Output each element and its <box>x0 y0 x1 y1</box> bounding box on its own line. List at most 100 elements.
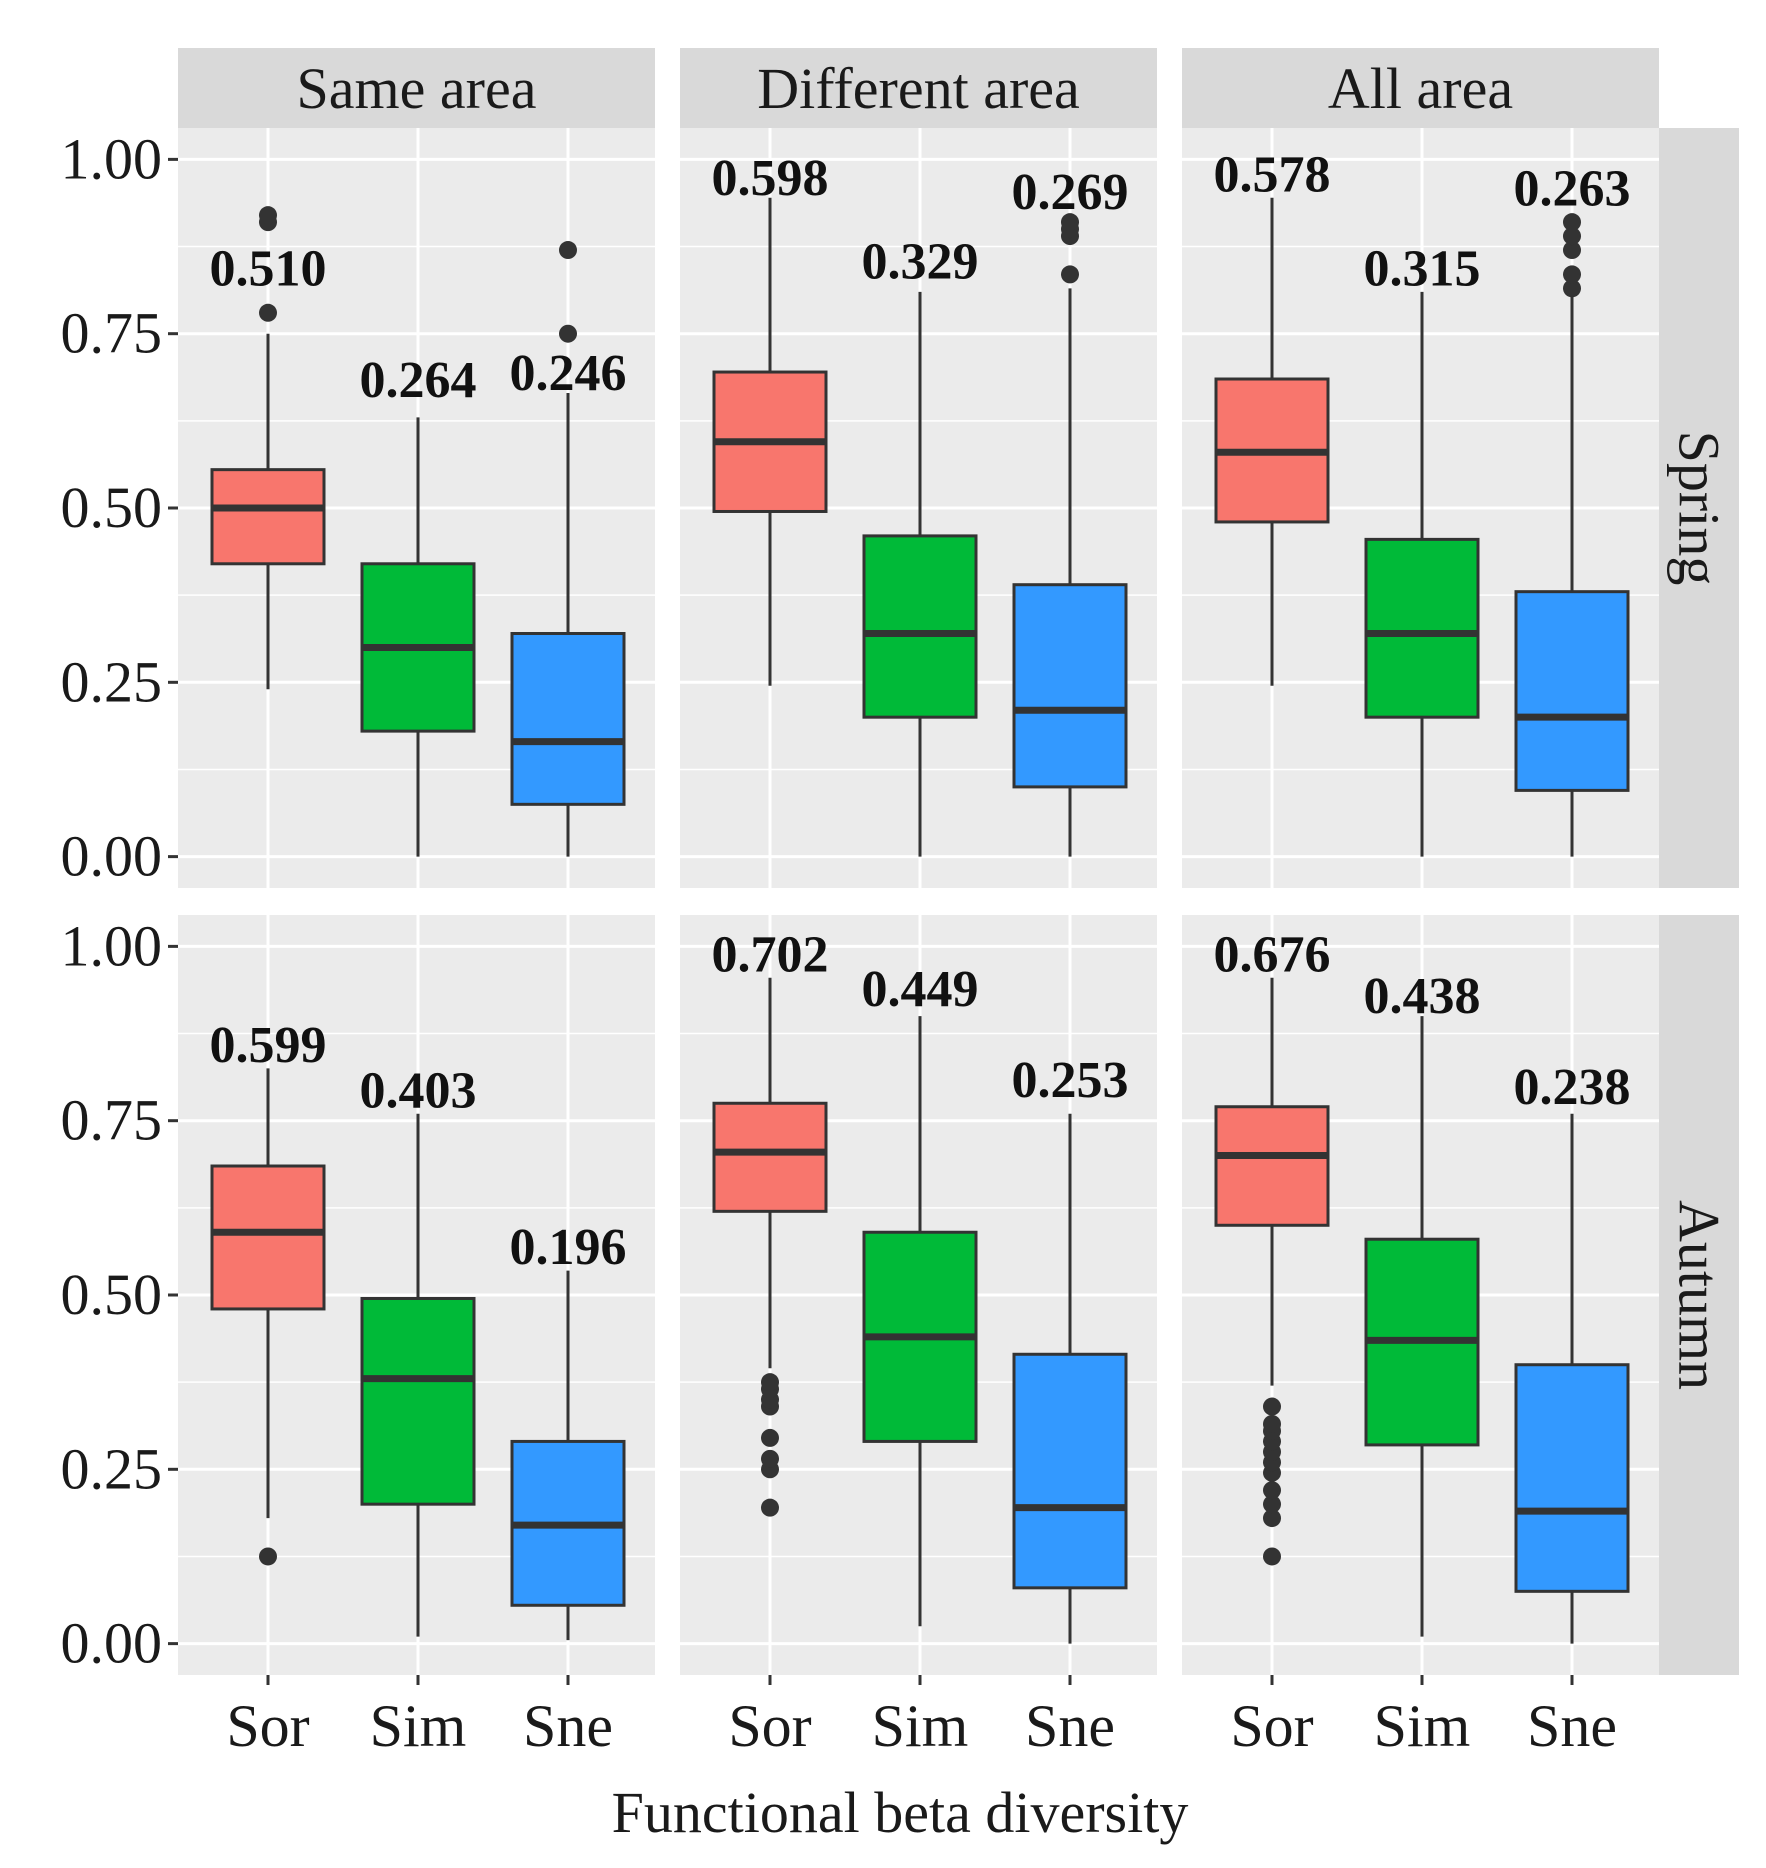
row-strip-label: Autumn <box>1667 1200 1732 1390</box>
box-sne: 0.246 <box>510 241 627 857</box>
box-annotation: 0.246 <box>510 345 627 402</box>
outlier-point <box>1563 213 1581 232</box>
x-tick-label: Sne <box>523 1693 613 1759</box>
outlier-point <box>761 1373 779 1392</box>
outlier-point <box>1263 1397 1281 1416</box>
outlier-point <box>1263 1509 1281 1528</box>
box-annotation: 0.403 <box>360 1062 477 1119</box>
outlier-point <box>1563 279 1581 298</box>
box-body <box>1514 1363 1630 1593</box>
box-sim: 0.315 <box>1364 240 1481 857</box>
box-body <box>360 1296 476 1506</box>
column-strip-label: Same area <box>297 56 537 121</box>
row-strip-label: Spring <box>1667 431 1732 586</box>
outlier-point <box>761 1428 779 1447</box>
box-body <box>1012 583 1128 789</box>
x-tick-label: Sne <box>1025 1693 1115 1759</box>
box-sim: 0.403 <box>360 1062 477 1637</box>
y-tick-label: 0.25 <box>61 1436 163 1501</box>
x-tick-label: Sor <box>1230 1693 1313 1759</box>
outlier-point <box>1263 1414 1281 1433</box>
box-sne: 0.263 <box>1514 160 1631 857</box>
box-sor: 0.702 <box>712 926 829 1517</box>
y-tick-label: 0.00 <box>61 824 163 889</box>
box-annotation: 0.263 <box>1514 160 1631 217</box>
x-tick-label: Sor <box>226 1693 309 1759</box>
y-tick-label: 1.00 <box>61 913 163 978</box>
box-body <box>862 534 978 719</box>
y-tick-label: 0.75 <box>61 1088 163 1153</box>
box-sne: 0.269 <box>1012 164 1129 857</box>
y-tick-label: 0.75 <box>61 301 163 366</box>
box-body <box>712 1101 828 1213</box>
outlier-point <box>259 1547 277 1566</box>
column-strip <box>178 48 655 128</box>
box-sor: 0.510 <box>210 206 327 690</box>
y-tick-label: 0.50 <box>61 1262 163 1327</box>
y-tick-label: 0.50 <box>61 475 163 540</box>
facet-strips: Same area Different area All area Spring Aut… <box>178 48 1739 1675</box>
box-annotation: 0.253 <box>1012 1052 1129 1109</box>
outlier-point <box>1263 1495 1281 1514</box>
outlier-point <box>761 1449 779 1468</box>
outlier-point <box>1061 265 1079 284</box>
box-annotation: 0.449 <box>862 961 979 1018</box>
outlier-point <box>1563 265 1581 284</box>
box-annotation: 0.438 <box>1364 968 1481 1025</box>
box-annotation: 0.599 <box>210 1017 327 1074</box>
outlier-point <box>559 241 577 260</box>
box-annotation: 0.315 <box>1364 240 1481 297</box>
box-sor: 0.676 <box>1214 926 1331 1566</box>
box-sim: 0.329 <box>862 233 979 857</box>
box-sor: 0.598 <box>712 150 829 686</box>
box-body <box>1364 537 1480 719</box>
column-strip-label: Different area <box>757 56 1080 121</box>
column-strip <box>680 48 1157 128</box>
outlier-point <box>259 206 277 225</box>
box-marks: 0.510 0.264 0.246 0.598 0.329 0.269 0.578 0.315… <box>210 146 1631 1644</box>
box-annotation: 0.578 <box>1214 146 1331 203</box>
outlier-point <box>259 303 277 322</box>
outlier-point <box>1563 241 1581 260</box>
box-annotation: 0.269 <box>1012 164 1129 221</box>
x-tick-label: Sim <box>872 1693 969 1759</box>
box-body <box>510 632 626 806</box>
box-annotation: 0.510 <box>210 240 327 297</box>
x-tick-label: Sim <box>1374 1693 1471 1759</box>
box-annotation: 0.676 <box>1214 926 1331 983</box>
box-sor: 0.599 <box>210 1017 327 1566</box>
y-tick-label: 0.25 <box>61 649 163 714</box>
box-body <box>1514 590 1630 792</box>
outlier-point <box>1563 227 1581 246</box>
outlier-point <box>559 324 577 343</box>
box-sim: 0.438 <box>1364 968 1481 1637</box>
y-tick-label: 1.00 <box>61 126 163 191</box>
axes: 0.00 0.25 0.50 0.75 1.00 0.00 0.25 0.50 0.75 1.00… <box>61 126 1618 1759</box>
column-strip-label: All area <box>1328 56 1513 121</box>
box-sne: 0.238 <box>1514 1059 1631 1644</box>
box-body <box>210 468 326 566</box>
box-annotation: 0.238 <box>1514 1059 1631 1116</box>
box-body <box>210 1164 326 1311</box>
box-annotation: 0.598 <box>712 150 829 207</box>
outlier-point <box>1061 213 1079 232</box>
box-annotation: 0.702 <box>712 926 829 983</box>
box-annotation: 0.196 <box>510 1219 627 1276</box>
outlier-point <box>1263 1481 1281 1500</box>
row-strip <box>1659 128 1739 888</box>
box-sim: 0.449 <box>862 961 979 1627</box>
row-strip <box>1659 915 1739 1675</box>
box-annotation: 0.264 <box>360 352 477 409</box>
x-tick-label: Sor <box>728 1693 811 1759</box>
box-sne: 0.196 <box>510 1219 627 1641</box>
outlier-point <box>1263 1547 1281 1566</box>
outlier-point <box>761 1498 779 1517</box>
x-tick-label: Sne <box>1527 1693 1617 1759</box>
box-body <box>1012 1352 1128 1590</box>
box-sor: 0.578 <box>1214 146 1331 686</box>
y-tick-label: 0.00 <box>61 1611 163 1676</box>
column-strip <box>1182 48 1659 128</box>
x-axis-title: Functional beta diversity <box>612 1780 1189 1845</box>
box-body <box>1214 1105 1330 1227</box>
